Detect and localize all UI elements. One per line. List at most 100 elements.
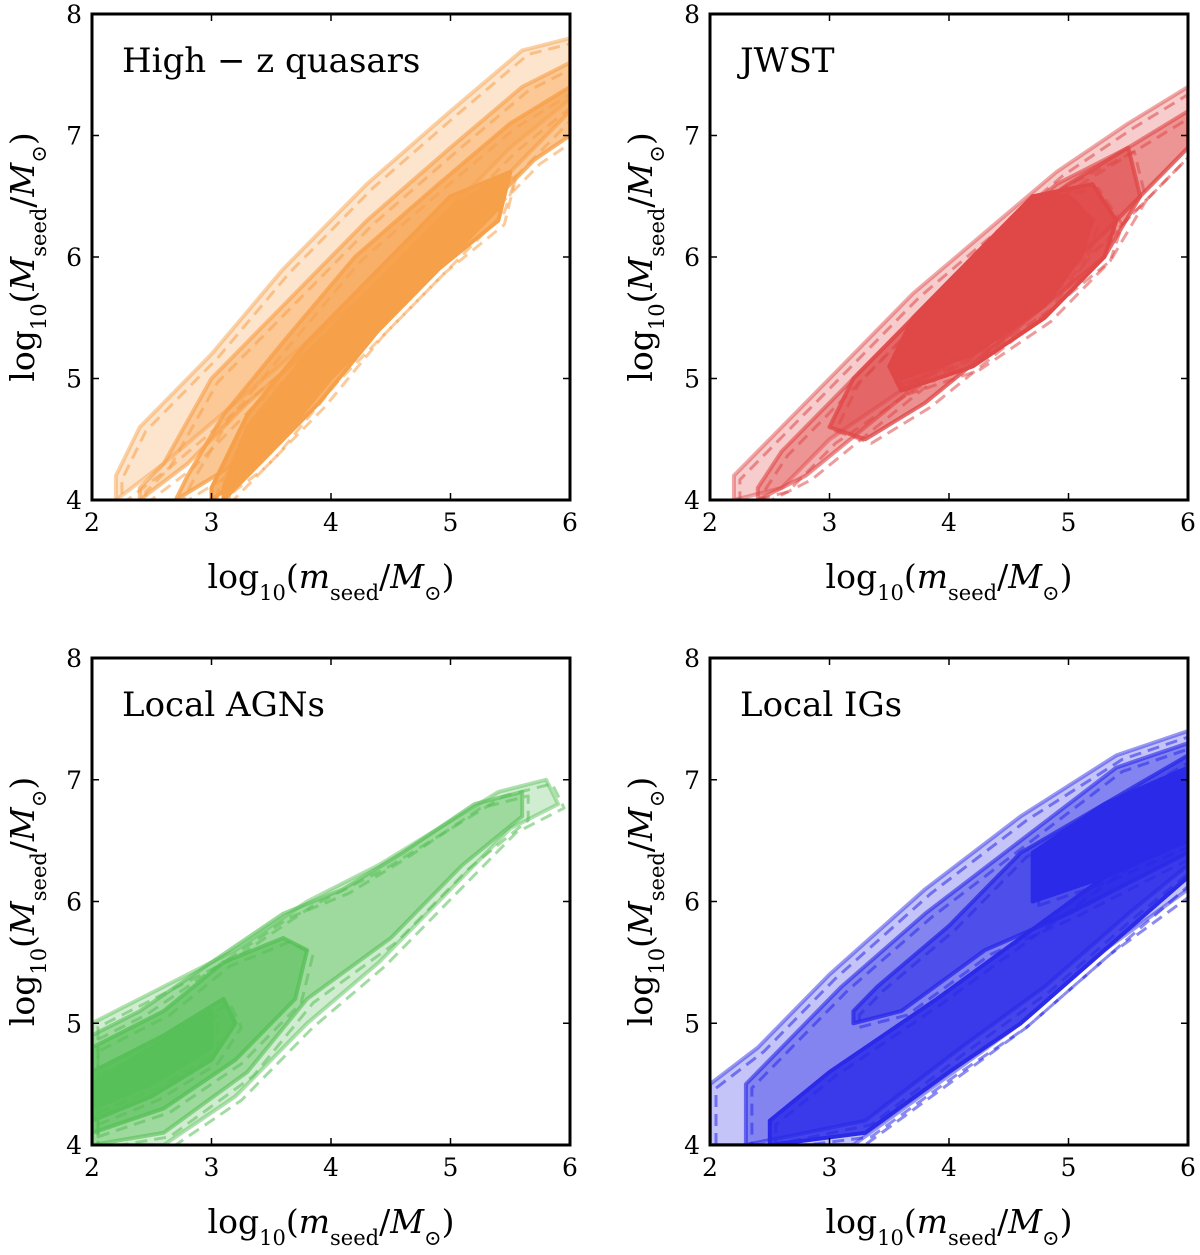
x-tick-label: 5 [443,508,459,537]
contour-level-dashed-3 [834,150,1148,445]
y-tick-label: 4 [66,486,82,515]
axis-label-part: M [389,1202,425,1241]
contour-level-dashed-3 [857,761,1188,1029]
axis-label-part: ( [3,935,42,948]
axis-label-part: ( [621,291,660,304]
axis-label-part: seed [27,852,51,901]
axis-label-part: ( [904,1202,917,1241]
axis-label-part: 10 [27,948,51,975]
contour-level-4 [767,814,1188,1145]
contour-group [113,36,570,500]
y-tick-label: 5 [684,365,700,394]
contour-group [731,84,1188,500]
axis-label-part: m [299,557,330,596]
axis-label-part: 10 [877,1226,904,1250]
y-tick-label: 5 [684,1009,700,1038]
x-tick-label: 6 [562,508,578,537]
axis-label-part: log [621,330,660,382]
x-axis-label: log10(mseed/M⊙) [826,557,1073,605]
axis-label-part: M [621,806,660,842]
contour-level-dashed-5 [893,198,1100,384]
contour-level-dashed-4 [96,1001,243,1127]
axis-label-part: ⊙ [645,145,669,163]
x-tick-label: 3 [204,508,220,537]
y-tick-label: 7 [66,122,82,151]
y-tick-label: 6 [684,243,700,272]
contour-level-dashed-5 [96,1013,219,1114]
y-tick-label: 6 [66,243,82,272]
axis-label-part: ⊙ [1042,1226,1060,1250]
axis-label-part: ⊙ [27,145,51,163]
axis-label-part: 10 [259,1226,286,1250]
axis-label-part: / [3,196,42,208]
axis-label-part: 10 [27,303,51,330]
contour-level-dashed-4 [774,822,1188,1145]
contour-level-5 [887,194,1095,381]
axis-label-part: log [826,1202,878,1241]
axis-label-part: / [621,840,660,852]
y-axis-label: log10(Mseed/M⊙) [621,777,669,1026]
axis-label-part: ) [442,557,455,596]
x-tick-label: 5 [443,1153,459,1182]
axis-label-part: ) [621,132,660,145]
axis-label-part: log [621,975,660,1027]
axis-label-part: ( [286,557,299,596]
x-tick-label: 4 [941,508,957,537]
axis-label-part: ⊙ [1042,581,1060,605]
axis-label-part: M [3,806,42,842]
axis-label-part: 10 [645,948,669,975]
y-tick-label: 7 [684,766,700,795]
axis-label-part: log [208,1202,260,1241]
axis-label-part: log [208,557,260,596]
x-axis-label: log10(mseed/M⊙) [208,557,455,605]
axis-label-part: ⊙ [645,790,669,808]
axis-label-part: / [997,557,1009,596]
x-tick-label: 5 [1061,1153,1077,1182]
panel-title: High − z quasars [122,41,420,81]
axis-label-part: ) [442,1202,455,1241]
x-tick-label: 3 [822,1153,838,1182]
axis-label-part: log [826,557,878,596]
contour-level-dashed-3 [96,940,315,1139]
axis-label-part: M [621,162,660,198]
axis-label-part: ( [621,935,660,948]
y-tick-label: 4 [684,486,700,515]
axis-label-part: 10 [645,303,669,330]
axis-label-part: 10 [259,581,286,605]
y-tick-label: 5 [66,1009,82,1038]
y-tick-label: 8 [684,0,700,29]
axis-label-part: seed [27,208,51,257]
y-tick-label: 5 [66,365,82,394]
axis-label-part: M [1007,557,1043,596]
axis-label-part: seed [948,1226,997,1250]
x-tick-label: 6 [562,1153,578,1182]
axis-label-part: M [621,256,660,292]
y-tick-label: 4 [684,1131,700,1160]
contour-level-5 [221,169,513,500]
y-axis-label: log10(Mseed/M⊙) [3,132,51,381]
axis-label-part: ⊙ [424,581,442,605]
y-axis-label: log10(Mseed/M⊙) [3,777,51,1026]
axis-label-part: seed [330,581,379,605]
axis-label-part: ) [1060,1202,1073,1241]
axis-label-part: ⊙ [27,790,51,808]
x-tick-label: 2 [702,508,718,537]
contour-level-dashed-2 [750,747,1188,1145]
axis-label-part: m [917,1202,948,1241]
contour-level-dashed-2 [144,67,570,500]
panel-2: 2 3 4 5 645678JWSTlog10(mseed/M⊙)log10(Mseed… [621,0,1196,605]
x-axis-label: log10(mseed/M⊙) [826,1202,1073,1250]
axis-label-part: M [3,900,42,936]
axis-label-part: ( [3,291,42,304]
axis-label-part: seed [948,581,997,605]
axis-label-part: log [3,975,42,1027]
axis-label-part: / [379,557,391,596]
axis-label-part: M [1007,1202,1043,1241]
axis-label-part: / [3,840,42,852]
contour-level-5 [1030,765,1188,904]
contour-level-dashed-2 [96,794,530,1145]
y-tick-label: 7 [684,122,700,151]
